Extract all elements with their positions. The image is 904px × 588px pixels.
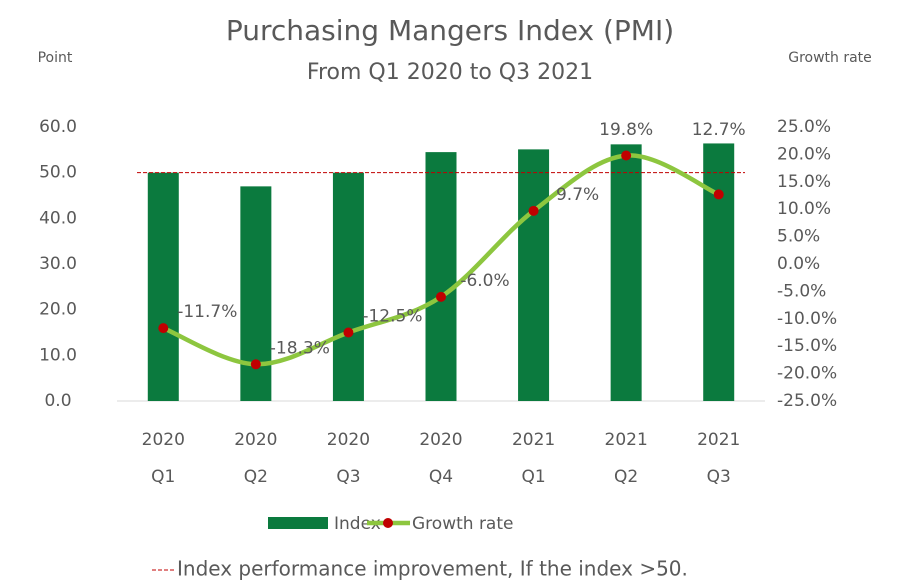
chart-title: Purchasing Mangers Index (PMI)	[226, 14, 674, 47]
y2-tick-label: 20.0%	[777, 144, 831, 164]
bar	[518, 149, 550, 401]
x-tick-label: Q3	[707, 467, 731, 487]
x-tick-label: Q3	[336, 467, 360, 487]
x-tick-label: Q1	[521, 467, 545, 487]
data-label: -6.0%	[460, 271, 509, 291]
data-label: -11.7%	[177, 302, 237, 322]
marker	[436, 291, 446, 302]
y-tick-label: 0.0	[44, 391, 71, 411]
x-tick-label: 2020	[234, 430, 277, 450]
y2-tick-label: -25.0%	[777, 391, 837, 411]
legend-label: Index	[334, 514, 381, 534]
x-tick-label: 2021	[697, 430, 740, 450]
x-tick-label: 2021	[512, 430, 555, 450]
x-tick-label: Q4	[429, 467, 453, 487]
legend-swatch	[383, 518, 393, 528]
marker	[343, 327, 354, 338]
marker	[528, 205, 539, 216]
marker	[621, 150, 632, 161]
bar	[425, 152, 457, 401]
x-tick-label: 2020	[142, 430, 185, 450]
legend-label: Growth rate	[412, 514, 513, 534]
y-tick-label: 10.0	[39, 345, 77, 365]
y2-tick-label: -15.0%	[777, 336, 837, 356]
x-tick-label: 2020	[327, 430, 370, 450]
marker	[713, 189, 724, 200]
x-tick-label: 2021	[605, 430, 648, 450]
data-label: -12.5%	[362, 307, 422, 327]
y2-tick-label: 15.0%	[777, 172, 831, 192]
bar	[147, 172, 179, 401]
marker	[158, 323, 169, 334]
y2-tick-label: 10.0%	[777, 199, 831, 219]
x-tick-label: Q2	[244, 467, 268, 487]
y-tick-label: 30.0	[39, 254, 77, 274]
bar	[332, 172, 364, 401]
x-tick-label: Q1	[151, 467, 175, 487]
y-tick-label: 50.0	[39, 163, 77, 183]
x-tick-label: 2020	[419, 430, 462, 450]
y-tick-label: 20.0	[39, 300, 77, 320]
y2-tick-label: 25.0%	[777, 117, 831, 137]
data-label: 19.8%	[599, 120, 653, 140]
y2-tick-label: -20.0%	[777, 364, 837, 384]
y-axis-title: Point	[38, 50, 73, 66]
data-label: -18.3%	[270, 338, 330, 358]
legend-swatch	[268, 517, 328, 529]
x-tick-label: Q2	[614, 467, 638, 487]
y2-tick-label: -10.0%	[777, 309, 837, 329]
bar	[610, 144, 642, 401]
y-tick-label: 60.0	[39, 117, 77, 137]
y-tick-label: 40.0	[39, 208, 77, 228]
chart-subtitle: From Q1 2020 to Q3 2021	[307, 60, 593, 85]
y2-tick-label: 0.0%	[777, 254, 820, 274]
y2-tick-label: 5.0%	[777, 227, 820, 247]
y2-tick-label: -5.0%	[777, 281, 826, 301]
footnote: Index performance improvement, If the in…	[177, 557, 688, 581]
bar	[703, 143, 735, 401]
y2-axis-title: Growth rate	[788, 50, 872, 66]
data-label: 12.7%	[692, 120, 746, 140]
marker	[250, 359, 261, 370]
data-label: 9.7%	[556, 185, 599, 205]
